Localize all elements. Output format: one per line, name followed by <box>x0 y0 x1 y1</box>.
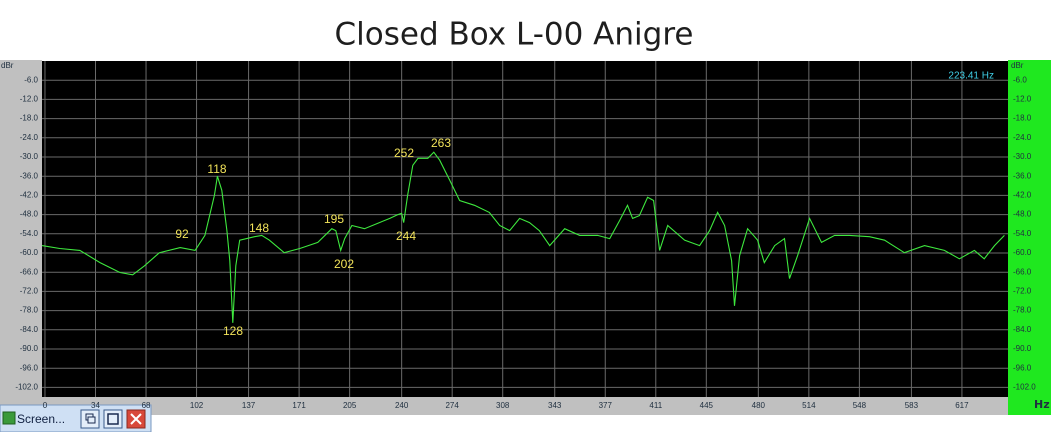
annotation: 252 <box>394 146 414 160</box>
annotation: 128 <box>223 324 243 338</box>
y-tick-label: -6.0 <box>24 75 38 84</box>
y-tick-label-right: -36.0 <box>1013 171 1032 180</box>
y-tick-label-right: -72.0 <box>1013 287 1032 296</box>
y-tick-label: -54.0 <box>20 229 39 238</box>
y-tick-label-right: -12.0 <box>1013 95 1032 104</box>
close-icon <box>130 413 142 425</box>
x-tick-label: 240 <box>395 401 409 410</box>
annotation: 263 <box>431 136 451 150</box>
x-tick-label: 343 <box>548 401 562 410</box>
y-tick-label: -24.0 <box>20 133 39 142</box>
y-tick-label: -96.0 <box>20 363 39 372</box>
x-tick-label: 583 <box>905 401 919 410</box>
y-tick-label-right: -6.0 <box>1013 75 1027 84</box>
y-tick-label-right: -42.0 <box>1013 191 1032 200</box>
taskbar-window[interactable]: Screen... <box>0 404 152 432</box>
annotation: 148 <box>249 221 269 235</box>
x-tick-label: 445 <box>700 401 714 410</box>
plot-area <box>42 61 1008 397</box>
x-tick-label: 0 <box>43 401 48 410</box>
x-tick-label: 377 <box>599 401 613 410</box>
y-tick-label: -66.0 <box>20 267 39 276</box>
y-axis-label-right: dBr <box>1011 61 1024 70</box>
y-tick-label: -12.0 <box>20 95 39 104</box>
y-tick-label: -36.0 <box>20 171 39 180</box>
y-axis-label: dBr <box>1 61 14 70</box>
y-tick-label-right: -102.0 <box>1013 383 1036 392</box>
x-tick-label: 205 <box>343 401 357 410</box>
x-tick-label: 548 <box>853 401 867 410</box>
x-tick-label: 617 <box>955 401 969 410</box>
maximize-button[interactable] <box>103 409 123 429</box>
y-tick-label-right: -66.0 <box>1013 267 1032 276</box>
readout: 223.41 Hz <box>948 71 994 82</box>
restore-icon <box>87 416 96 424</box>
y-tick-label: -60.0 <box>20 248 39 257</box>
y-tick-label-right: -90.0 <box>1013 344 1032 353</box>
x-tick-label: 137 <box>242 401 256 410</box>
y-tick-label-right: -24.0 <box>1013 133 1032 142</box>
y-tick-label: -72.0 <box>20 287 39 296</box>
chart-title: Closed Box L-00 Anigre <box>335 17 694 53</box>
x-axis-panel <box>0 397 1008 415</box>
y-tick-label-right: -18.0 <box>1013 114 1032 123</box>
y-tick-label: -78.0 <box>20 306 39 315</box>
maximize-icon <box>107 413 119 425</box>
x-tick-label: 308 <box>496 401 510 410</box>
y-tick-label-right: -84.0 <box>1013 325 1032 334</box>
annotation: 195 <box>324 212 344 226</box>
y-tick-label: -30.0 <box>20 152 39 161</box>
annotation: 202 <box>334 257 354 271</box>
right-axis-panel <box>1008 60 1051 415</box>
y-tick-label-right: -96.0 <box>1013 363 1032 372</box>
x-axis-label: Hz <box>1034 398 1050 411</box>
y-tick-label: -90.0 <box>20 344 39 353</box>
y-tick-label: -102.0 <box>15 383 38 392</box>
y-tick-label: -84.0 <box>20 325 39 334</box>
x-tick-label: 102 <box>190 401 204 410</box>
x-tick-label: 411 <box>649 401 662 410</box>
annotation: 92 <box>175 227 189 241</box>
y-tick-label-right: -60.0 <box>1013 248 1032 257</box>
marks <box>41 151 1005 323</box>
taskbar-icon <box>2 411 16 425</box>
x-tick-label: 514 <box>802 401 816 410</box>
x-tick-label: 171 <box>292 401 306 410</box>
line-series <box>41 151 1005 323</box>
x-tick-label: 68 <box>142 401 151 410</box>
y-tick-label: -48.0 <box>20 210 39 219</box>
x-tick-label: 480 <box>752 401 766 410</box>
taskbar-title: Screen... <box>17 412 65 426</box>
y-tick-label-right: -48.0 <box>1013 210 1032 219</box>
taskbar-frame <box>0 404 152 432</box>
x-tick-label: 34 <box>91 401 100 410</box>
y-tick-label: -18.0 <box>20 114 39 123</box>
grid <box>42 61 1008 397</box>
y-tick-label: -42.0 <box>20 191 39 200</box>
x-tick-label: 274 <box>445 401 459 410</box>
annotation: 244 <box>396 229 416 243</box>
y-tick-label-right: -30.0 <box>1013 152 1032 161</box>
y-tick-label-right: -78.0 <box>1013 306 1032 315</box>
left-axis-panel <box>0 60 42 405</box>
y-tick-label-right: -54.0 <box>1013 229 1032 238</box>
annotation: 118 <box>207 162 226 176</box>
